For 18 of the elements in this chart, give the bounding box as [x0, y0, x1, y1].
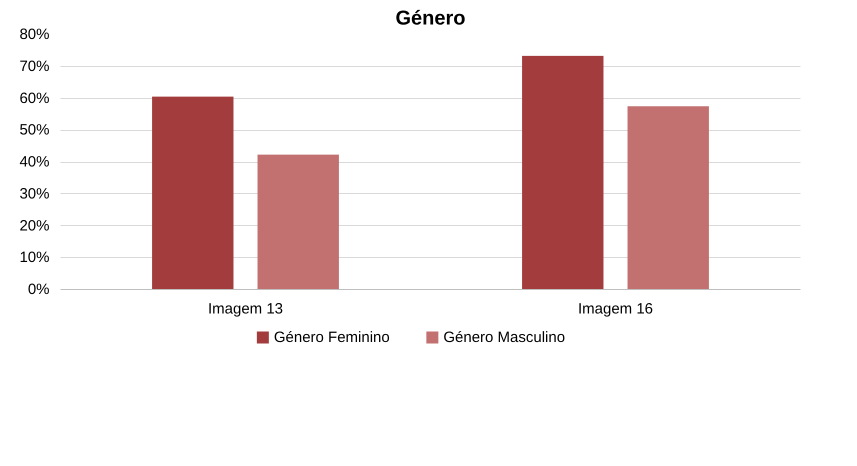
chart-title: Género	[395, 8, 466, 30]
x-tick-label: Imagem 13	[208, 300, 284, 318]
y-tick-label: 70%	[19, 58, 50, 75]
y-tick-label: 20%	[19, 217, 50, 234]
y-tick-label: 60%	[19, 90, 50, 107]
bar	[628, 106, 709, 290]
bar	[258, 154, 339, 290]
bar	[522, 56, 604, 290]
legend-label: Género Masculino	[443, 329, 566, 346]
x-tick-label: Imagem 16	[578, 300, 654, 318]
y-tick-label: 30%	[19, 185, 50, 202]
y-tick-label: 10%	[19, 249, 50, 266]
bar	[152, 96, 234, 290]
y-tick-label: 0%	[28, 281, 50, 298]
y-tick-label: 40%	[19, 154, 50, 170]
y-tick-label: 80%	[19, 26, 50, 43]
legend-label: Género Feminino	[274, 329, 390, 346]
y-tick-label: 50%	[19, 122, 50, 139]
